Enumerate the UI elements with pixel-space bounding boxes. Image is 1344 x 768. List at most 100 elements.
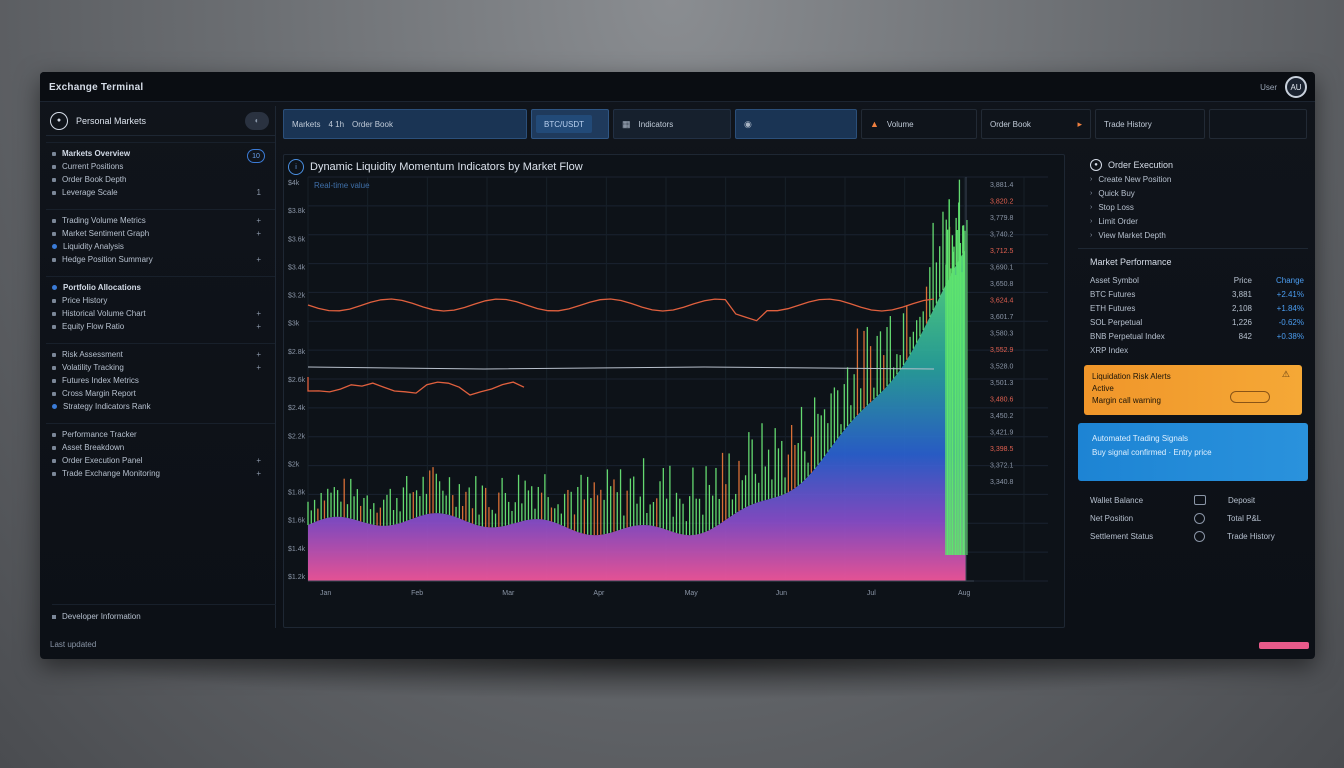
sidebar-group: Portfolio Allocations Price History Histor… [46, 276, 275, 337]
avatar[interactable]: AU [1285, 76, 1307, 98]
orderbook-flame-icon: ▸ [1077, 118, 1082, 129]
order-action-item[interactable]: › Create New Position [1090, 172, 1304, 186]
sidebar-item[interactable]: Futures Index Metrics [52, 374, 271, 387]
sidebar-item[interactable]: Market Sentiment Graph + [52, 227, 271, 240]
y-tick-label: $3.8k [288, 208, 306, 215]
sidebar-item[interactable]: Markets Overview [52, 147, 271, 160]
order-action-item[interactable]: › Quick Buy [1090, 186, 1304, 200]
price-level-label: 3,480.6 [990, 397, 1013, 404]
sidebar-item-action-icon[interactable]: + [256, 322, 261, 331]
sidebar-item-action-icon[interactable]: + [256, 309, 261, 318]
sidebar-item[interactable]: Current Positions [52, 160, 271, 173]
sidebar-item[interactable]: Volatility Tracking + [52, 361, 271, 374]
order-action-item[interactable]: › View Market Depth [1090, 228, 1304, 242]
footer-bullet-icon [52, 614, 56, 619]
extra-tab[interactable] [1209, 109, 1307, 139]
sidebar-footer-item[interactable]: Developer Information [52, 604, 276, 628]
trade-history-tab[interactable]: Trade History [1095, 109, 1205, 139]
price-level-label: 3,552.9 [990, 347, 1013, 354]
sidebar-item[interactable]: Leverage Scale 1 [52, 186, 271, 199]
sidebar-item-action-icon[interactable]: + [256, 216, 261, 225]
summary-row[interactable]: Wallet Balance Deposit [1090, 491, 1304, 509]
table-cell: 3,881 [1231, 289, 1252, 299]
chevron-right-icon: › [1090, 189, 1093, 197]
order-action-item[interactable]: › Limit Order [1090, 214, 1304, 228]
trend-line-red [307, 377, 525, 396]
draw-tool-button[interactable]: ◉ [735, 109, 857, 139]
table-row[interactable]: XRP Index [1090, 343, 1304, 357]
sidebar-item[interactable]: Risk Assessment + [52, 348, 271, 361]
sidebar-item-label: Risk Assessment [62, 350, 123, 359]
pair-selector[interactable]: BTC/USDT [531, 109, 609, 139]
sidebar-item[interactable]: Equity Flow Ratio + [52, 320, 271, 333]
sidebar-item[interactable]: Order Book Depth [52, 173, 271, 186]
sidebar-item-action-icon[interactable]: + [256, 456, 261, 465]
orderbook-tab[interactable]: Order Book ▸ [981, 109, 1091, 139]
order-action-label: Limit Order [1098, 216, 1138, 226]
sidebar-item[interactable]: Trade Exchange Monitoring + [52, 467, 271, 480]
sidebar-profile[interactable]: ● Personal Markets ◐ [46, 106, 275, 136]
sidebar-item-label: Strategy Indicators Rank [63, 402, 151, 411]
volume-button[interactable]: ▲ Volume [861, 109, 977, 139]
sidebar-item-label: Leverage Scale [62, 188, 118, 197]
x-tick-label: Jul [867, 590, 876, 597]
sidebar-item-label: Order Execution Panel [62, 456, 143, 465]
trend-line-red [307, 298, 935, 322]
sidebar-item[interactable]: Performance Tracker [52, 428, 271, 441]
user-area: User AU [1260, 76, 1307, 98]
wallet-icon[interactable] [1194, 495, 1206, 505]
account-summary: Wallet Balance Deposit Net Position Total P… [1078, 481, 1308, 545]
market-performance-title: Market Performance [1090, 257, 1172, 267]
sidebar-item-action-icon[interactable]: + [256, 469, 261, 478]
sidebar-item-action-icon[interactable]: + [256, 229, 261, 238]
chart-info-icon[interactable]: i [288, 159, 304, 175]
x-tick-label: Apr [593, 590, 605, 597]
bullet-icon [52, 151, 56, 156]
sidebar-item[interactable]: Hedge Position Summary + [52, 253, 271, 266]
sidebar-item-action-icon[interactable]: 1 [256, 188, 261, 197]
table-row[interactable]: BTC Futures 3,881 +2.41% [1090, 287, 1304, 301]
sidebar-item-label: Current Positions [62, 162, 124, 171]
info-icon[interactable] [1194, 512, 1205, 524]
interval-label[interactable]: 4 1h [328, 119, 345, 129]
table-row[interactable]: ETH Futures 2,108 +1.84% [1090, 301, 1304, 315]
sidebar-item[interactable]: Strategy Indicators Rank [52, 400, 271, 413]
table-cell: +2.41% [1276, 289, 1304, 299]
bullet-icon [52, 218, 56, 223]
indicators-button[interactable]: ▦ Indicators [613, 109, 731, 139]
theme-toggle-icon[interactable]: ◐ [245, 111, 269, 130]
price-chart[interactable]: $4k $3.8k $3.6k $3.4k $3.2k $3k $2.8k $2.6k $2.4… [284, 155, 1066, 629]
sidebar-item[interactable]: Historical Volume Chart + [52, 307, 271, 320]
market-selector[interactable]: Markets 4 1h Order Book [283, 109, 527, 139]
order-action-item[interactable]: › Stop Loss [1090, 200, 1304, 214]
summary-row[interactable]: Settlement Status Trade History [1090, 527, 1304, 545]
price-level-label: 3,624.4 [990, 298, 1013, 305]
sidebar-item[interactable]: Asset Breakdown [52, 441, 271, 454]
orderbook-label[interactable]: Order Book [352, 119, 393, 129]
x-tick-label: Feb [411, 590, 423, 597]
liquidation-alert-card[interactable]: Liquidation Risk Alerts Active Margin ca… [1084, 365, 1302, 415]
sidebar-item[interactable]: Cross Margin Report [52, 387, 271, 400]
sidebar-item-action-icon[interactable]: + [256, 363, 261, 372]
title-bar: Exchange Terminal User AU [40, 72, 1315, 102]
bullet-icon [52, 471, 56, 476]
order-action-label: Stop Loss [1098, 202, 1134, 212]
sidebar-item[interactable]: Price History [52, 294, 271, 307]
summary-row[interactable]: Net Position Total P&L [1090, 509, 1304, 527]
sidebar-item-label: Equity Flow Ratio [62, 322, 125, 331]
pair-chip[interactable]: BTC/USDT [536, 115, 592, 133]
sidebar-item-action-icon[interactable]: + [256, 350, 261, 359]
sidebar-item-action-icon[interactable]: + [256, 255, 261, 264]
sidebar-item[interactable]: Liquidity Analysis [52, 240, 271, 253]
info-icon[interactable] [1194, 530, 1205, 542]
order-action-label: Create New Position [1098, 174, 1172, 184]
sidebar-item[interactable]: Portfolio Allocations [52, 281, 271, 294]
summary-label: Settlement Status [1090, 531, 1154, 541]
alert-toggle[interactable] [1230, 391, 1270, 403]
table-row[interactable]: BNB Perpetual Index 842 +0.38% [1090, 329, 1304, 343]
table-row[interactable]: SOL Perpetual 1,226 -0.62% [1090, 315, 1304, 329]
table-row[interactable]: Asset Symbol Price Change [1090, 273, 1304, 287]
trading-signals-card[interactable]: Automated Trading Signals Buy signal con… [1078, 423, 1308, 481]
sidebar-item[interactable]: Trading Volume Metrics + [52, 214, 271, 227]
sidebar-item[interactable]: Order Execution Panel + [52, 454, 271, 467]
